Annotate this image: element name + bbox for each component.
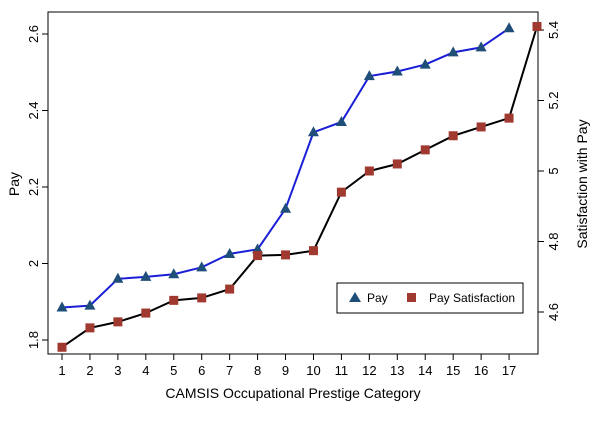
x-tick-label: 2 <box>86 363 93 378</box>
x-tick-label: 9 <box>282 363 289 378</box>
pay-satisfaction-point <box>364 166 374 176</box>
pay-point <box>503 22 515 33</box>
x-tick-label: 4 <box>142 363 149 378</box>
legend-pay-label: Pay <box>367 291 388 305</box>
y-right-tick-label: 4.6 <box>546 303 561 321</box>
x-tick-label: 3 <box>114 363 121 378</box>
pay-satisfaction-point <box>141 308 151 318</box>
y-axis-left-title: Pay <box>6 172 22 196</box>
pay-point <box>252 243 264 254</box>
x-tick-label: 17 <box>502 363 516 378</box>
legend: Pay Pay Satisfaction <box>336 282 524 314</box>
pay-satisfaction-point <box>308 246 318 256</box>
y-left-tick-label: 1.8 <box>26 331 41 349</box>
pay-satisfaction-point <box>336 187 346 197</box>
pay-satisfaction-point <box>225 284 235 294</box>
x-tick-label: 15 <box>446 363 460 378</box>
pay-point <box>475 41 487 52</box>
legend-pay-satisfaction-marker <box>407 293 416 302</box>
x-tick-label: 16 <box>474 363 488 378</box>
x-tick-label: 8 <box>254 363 261 378</box>
x-tick-label: 12 <box>362 363 376 378</box>
pay-satisfaction-point <box>392 159 402 169</box>
pay-satisfaction-point <box>420 145 430 155</box>
legend-pay-marker <box>349 292 361 302</box>
legend-box <box>336 282 524 314</box>
series-layer <box>56 21 542 352</box>
pay-satisfaction-point <box>57 342 67 352</box>
pay-point <box>224 247 236 258</box>
y-axis-right-title: Satisfaction with Pay <box>574 119 590 248</box>
y-right-tick-label: 5.4 <box>546 21 561 39</box>
pay-point <box>391 65 403 76</box>
x-tick-label: 7 <box>226 363 233 378</box>
pay-point <box>447 46 459 57</box>
pay-point <box>196 261 208 272</box>
pay-satisfaction-point <box>281 250 291 260</box>
x-tick-label: 14 <box>418 363 432 378</box>
pay-point <box>419 58 431 69</box>
x-tick-label: 13 <box>390 363 404 378</box>
pay-satisfaction-point <box>476 122 486 132</box>
pay-point <box>56 301 68 312</box>
pay-point <box>363 70 375 81</box>
pay-point <box>307 126 319 137</box>
y-left-tick-label: 2.6 <box>26 25 41 43</box>
legend-pay-satisfaction-label: Pay Satisfaction <box>429 291 515 305</box>
y-left-tick-label: 2 <box>26 260 41 267</box>
pay-satisfaction-point <box>85 323 95 333</box>
pay-satisfaction-line <box>61 26 538 349</box>
pay-satisfaction-point <box>253 251 263 261</box>
x-tick-label: 10 <box>306 363 320 378</box>
pay-satisfaction-point <box>532 21 542 31</box>
pay-line <box>61 27 510 309</box>
pay-point <box>112 272 124 283</box>
y-left-tick-label: 2.4 <box>26 101 41 119</box>
x-tick-label: 6 <box>198 363 205 378</box>
pay-satisfaction-point <box>169 295 179 305</box>
pay-satisfaction-point <box>504 113 514 123</box>
y-right-tick-label: 5 <box>546 167 561 174</box>
y-right-tick-label: 5.2 <box>546 91 561 109</box>
pay-point <box>140 270 152 281</box>
pay-satisfaction-point <box>113 317 123 327</box>
axis-ticks: 1 2 3 4 5 6 7 8 9 10 11 12 13 14 15 16 171.822.22.42.64.… <box>26 21 561 378</box>
plot-frame <box>47 11 539 355</box>
x-tick-label: 11 <box>335 363 349 378</box>
x-tick-label: 5 <box>170 363 177 378</box>
pay-point <box>335 115 347 126</box>
x-axis-title: CAMSIS Occupational Prestige Category <box>165 385 420 401</box>
y-right-tick-label: 4.8 <box>546 232 561 250</box>
pay-satisfaction-point <box>197 293 207 303</box>
pay-point <box>280 202 292 213</box>
x-tick-label: 1 <box>58 363 65 378</box>
y-left-tick-label: 2.2 <box>26 178 41 196</box>
pay-point <box>168 268 180 279</box>
pay-satisfaction-point <box>448 131 458 141</box>
pay-point <box>84 299 96 310</box>
